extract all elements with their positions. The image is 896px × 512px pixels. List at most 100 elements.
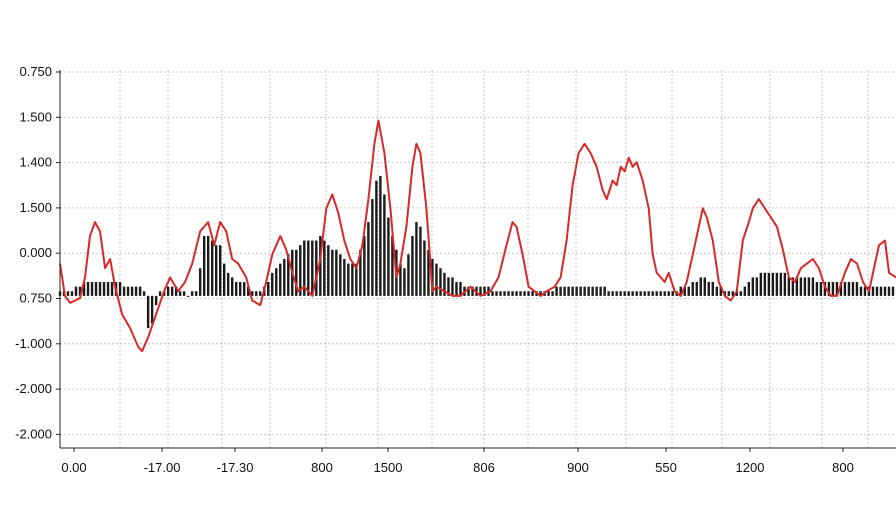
bar bbox=[831, 282, 835, 296]
x-tick-label: 1200 bbox=[736, 460, 765, 475]
bar bbox=[615, 291, 618, 296]
bar bbox=[227, 272, 230, 296]
bar bbox=[599, 286, 602, 296]
bar-series bbox=[58, 176, 895, 329]
bar bbox=[443, 272, 446, 296]
bar bbox=[663, 291, 666, 296]
bar bbox=[243, 282, 246, 296]
x-tick-label: -17.00 bbox=[144, 460, 181, 475]
bar bbox=[811, 277, 815, 296]
bar bbox=[775, 272, 779, 296]
bar bbox=[190, 291, 194, 296]
bar bbox=[407, 254, 410, 296]
bar bbox=[851, 282, 855, 296]
bar bbox=[707, 282, 710, 296]
bar bbox=[415, 222, 418, 296]
bar bbox=[375, 180, 378, 296]
bar bbox=[102, 282, 106, 296]
bar bbox=[206, 235, 210, 296]
bar bbox=[471, 286, 474, 296]
bar bbox=[182, 291, 186, 296]
bar bbox=[795, 277, 799, 296]
bar bbox=[747, 282, 751, 296]
bar bbox=[451, 277, 454, 296]
bar bbox=[555, 286, 558, 296]
bar bbox=[527, 291, 530, 296]
bar bbox=[427, 249, 430, 296]
bar bbox=[423, 240, 426, 296]
bar bbox=[295, 249, 298, 296]
bar bbox=[255, 291, 258, 296]
bar bbox=[303, 240, 306, 296]
bar bbox=[339, 254, 342, 296]
bar bbox=[727, 291, 730, 296]
bar bbox=[351, 263, 354, 296]
bar bbox=[166, 286, 170, 296]
bar bbox=[431, 259, 434, 296]
bar bbox=[371, 199, 374, 296]
bar bbox=[283, 259, 286, 296]
bar bbox=[715, 286, 718, 296]
bar bbox=[419, 226, 422, 296]
bar bbox=[499, 291, 502, 296]
bar bbox=[575, 286, 578, 296]
series-line bbox=[59, 119, 896, 353]
bar bbox=[807, 277, 811, 296]
y-tick-label: 0.000 bbox=[19, 245, 52, 260]
bar bbox=[122, 286, 126, 296]
bar bbox=[843, 282, 847, 296]
bar bbox=[787, 277, 791, 296]
x-tick-label: 0.00 bbox=[61, 460, 86, 475]
bar bbox=[755, 277, 759, 296]
bar bbox=[146, 295, 150, 329]
bar bbox=[603, 286, 606, 296]
bar bbox=[399, 263, 402, 296]
bar bbox=[126, 286, 130, 296]
bar bbox=[231, 277, 234, 296]
bar bbox=[503, 291, 506, 296]
bar bbox=[679, 286, 682, 296]
bar bbox=[667, 291, 670, 296]
x-tick-label: 806 bbox=[473, 460, 495, 475]
bar bbox=[239, 282, 242, 296]
bar bbox=[547, 291, 550, 296]
bar bbox=[222, 263, 226, 296]
bar bbox=[347, 263, 350, 296]
bar bbox=[595, 286, 598, 296]
bar bbox=[587, 286, 590, 296]
bar bbox=[783, 272, 787, 296]
bar bbox=[247, 286, 250, 296]
x-tick-label: 550 bbox=[655, 460, 677, 475]
bar bbox=[887, 286, 891, 296]
bar bbox=[515, 291, 518, 296]
bar bbox=[94, 282, 98, 296]
bar bbox=[367, 222, 370, 296]
x-tick-label: 800 bbox=[832, 460, 854, 475]
bar bbox=[639, 291, 642, 296]
bar bbox=[695, 282, 698, 296]
bar bbox=[86, 282, 90, 296]
bar bbox=[311, 240, 314, 296]
bar bbox=[607, 291, 610, 296]
bar bbox=[683, 286, 686, 296]
bar bbox=[467, 286, 470, 296]
bar bbox=[178, 291, 182, 296]
bar bbox=[863, 286, 867, 296]
bar bbox=[827, 282, 831, 296]
bar bbox=[579, 286, 582, 296]
bar bbox=[307, 240, 310, 296]
bar bbox=[619, 291, 622, 296]
bar bbox=[138, 286, 142, 296]
bar bbox=[70, 291, 74, 296]
bar bbox=[98, 282, 102, 296]
bar bbox=[210, 240, 214, 296]
bar bbox=[711, 282, 714, 296]
bar bbox=[879, 286, 883, 296]
bar bbox=[591, 286, 594, 296]
axes bbox=[59, 70, 896, 449]
bar bbox=[875, 286, 879, 296]
bar bbox=[439, 268, 442, 296]
bar bbox=[142, 291, 146, 296]
bar bbox=[583, 286, 586, 296]
bar bbox=[299, 245, 302, 296]
